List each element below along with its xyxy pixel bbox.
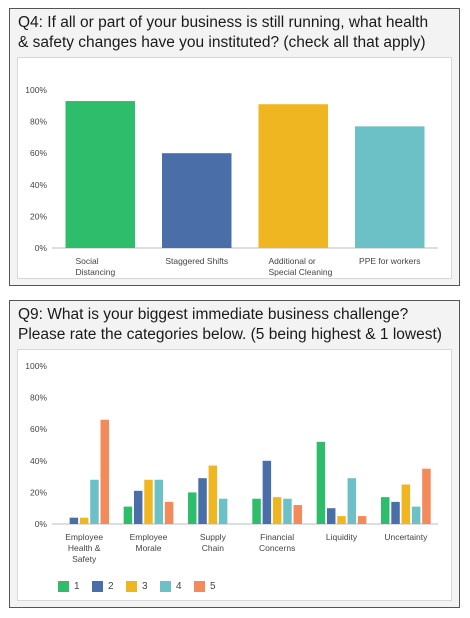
bar-series-3 [208,465,218,524]
bar-series-3 [272,497,282,524]
legend-label: 3 [142,581,148,592]
legend-swatch [160,581,171,592]
legend-label: 1 [74,581,80,592]
y-tick-label: 60% [30,148,47,158]
legend-label: 2 [108,581,114,592]
grouped-bar-chart-q9: 0% 20% 40% 60% 80% 100% Employee Health & Safety… [25,361,438,564]
question-title: Q4: If all or part of your business is s… [18,13,451,53]
bar-series-4 [218,498,228,524]
bar-series-1 [316,441,326,524]
bar-series-1 [380,497,390,524]
question-title-line: Please rate the categories below. (5 bei… [18,326,442,343]
y-tick-label: 100% [25,85,47,95]
y-tick-label: 80% [30,117,47,127]
bar-series-3 [337,516,346,524]
y-tick-label: 20% [30,211,47,221]
y-tick-label: 0% [35,243,48,253]
legend-swatch [92,581,103,592]
chart-panel-q9: Q9: What is your biggest immediate busin… [9,300,460,608]
bar-series-4 [411,506,421,524]
question-title-line: Q9: What is your biggest immediate busin… [18,306,409,323]
bar-series-3 [79,517,89,524]
x-tick-label: Employee Morale [130,532,168,553]
bar [65,101,135,248]
bar-series-4 [347,478,357,524]
plot-area: 0% 20% 40% 60% 80% 100% Social Distancing Stagge… [17,57,452,279]
bar-series-4 [283,498,292,524]
bar-series-2 [262,460,272,524]
x-tick-label: Supply Chain [200,532,227,553]
bar-series-5 [422,468,431,524]
y-tick-label: 60% [30,424,47,434]
bar-series-3 [401,484,411,524]
question-title-line: Q4: If all or part of your business is s… [18,14,429,31]
bar [162,153,232,248]
chart-panel-q4: Q4: If all or part of your business is s… [9,8,460,286]
y-tick-label: 20% [30,487,47,497]
y-tick-label: 0% [35,519,48,529]
bar-series-5 [357,516,367,524]
y-tick-label: 40% [30,456,47,466]
bar-series-2 [69,517,79,524]
x-tick-label: Employee Health & Safety [65,532,103,564]
bar-series-2 [133,490,143,524]
y-tick-label: 40% [30,180,47,190]
question-title: Q9: What is your biggest immediate busin… [18,305,451,345]
legend-label: 5 [210,581,216,592]
y-tick-label: 100% [25,361,47,371]
bar-series-5 [100,419,110,524]
y-tick-label: 80% [30,393,47,403]
x-tick-label: Financial Concerns [259,532,295,553]
bar-series-2 [326,508,336,524]
bar-series-1 [123,506,133,524]
legend-swatch [194,581,205,592]
bar [258,104,328,248]
plot-area: 0% 20% 40% 60% 80% 100% Employee Health & Safety… [17,349,452,601]
legend-label: 4 [176,581,182,592]
legend-swatch [58,581,69,592]
bar-series-5 [293,505,303,524]
x-tick-label: PPE for workers [359,256,420,266]
bar-series-5 [164,501,174,524]
bar [355,126,425,248]
x-tick-label: Social Distancing [76,256,116,277]
question-title-line: & safety changes have you instituted? (c… [18,34,426,51]
x-tick-label: Uncertainty [384,532,428,542]
legend-swatch [126,581,137,592]
bar-series-3 [144,479,153,524]
bar-series-2 [391,501,400,524]
x-tick-label: Additional or Special Cleaning [269,256,333,277]
bar-series-2 [198,478,207,524]
bar-series-4 [90,479,99,524]
x-tick-label: Staggered Shifts [165,256,228,266]
bar-chart-q4: 0% 20% 40% 60% 80% 100% Social Distancing Stagge… [25,85,438,277]
bar-series-1 [187,492,197,524]
bar-series-1 [252,498,261,524]
bar-series-4 [154,479,164,524]
x-tick-label: Liquidity [326,532,358,542]
